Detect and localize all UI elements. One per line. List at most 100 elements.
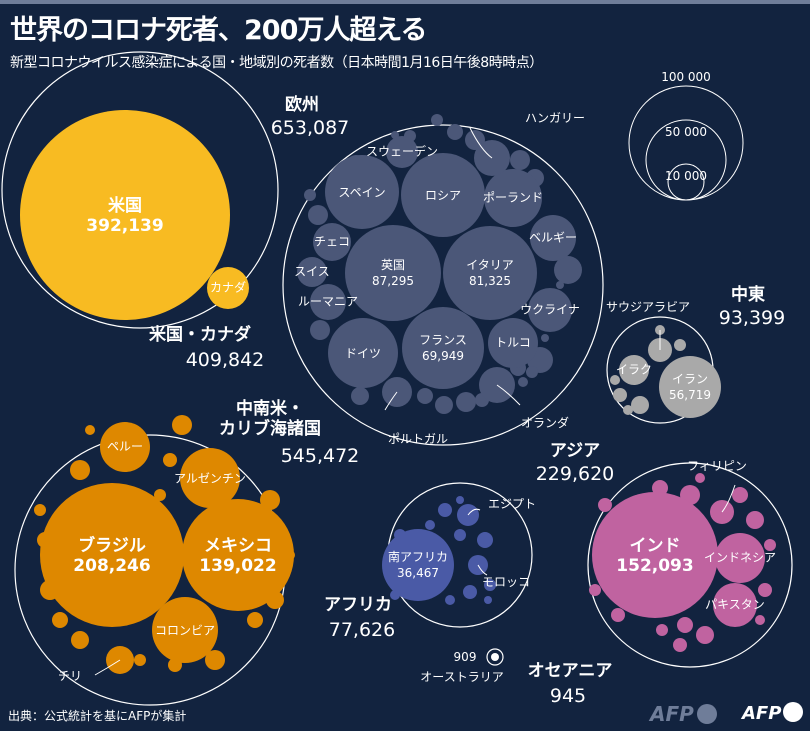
- leader-line: [477, 564, 488, 576]
- leader-line: [721, 484, 736, 513]
- legend-label: 50 000: [665, 125, 707, 139]
- bubble-label: ハンガリー: [525, 111, 585, 125]
- country-bubble-small: [425, 520, 435, 530]
- bubble-label: カナダ: [210, 280, 246, 295]
- country-bubble: [443, 226, 537, 320]
- country-bubble-small: [484, 596, 492, 604]
- country-bubble: [180, 448, 240, 508]
- country-bubble-small: [510, 150, 530, 170]
- country-bubble: [345, 225, 441, 321]
- leader-line: [94, 659, 121, 676]
- leader-line: [469, 127, 493, 159]
- region-latin_america: [14, 415, 295, 706]
- bubble-value: 208,246: [73, 556, 150, 576]
- legend-circle: [667, 163, 705, 201]
- country-bubble-small: [554, 256, 582, 284]
- region-oceania: [486, 648, 504, 666]
- region-outline: [1, 51, 279, 329]
- country-bubble: [207, 267, 249, 309]
- bubble-label: チェコ: [314, 235, 350, 249]
- region-name: アジア: [550, 441, 600, 461]
- country-bubble: [488, 318, 538, 368]
- country-bubble-small: [695, 473, 705, 483]
- country-bubble: [491, 653, 499, 661]
- country-bubble-small: [438, 503, 452, 517]
- bubble-label: イラン: [672, 372, 708, 386]
- country-bubble-small: [304, 189, 316, 201]
- country-bubble: [40, 483, 184, 627]
- bubble-label: アルゼンチン: [174, 472, 246, 486]
- bubble-label: ロシア: [425, 189, 461, 203]
- bubble-label: 英国: [381, 258, 405, 272]
- country-bubble-small: [431, 114, 443, 126]
- region-name: アフリカ: [324, 595, 392, 615]
- country-bubble-small: [351, 387, 369, 405]
- bubble-label: エジプト: [488, 497, 536, 511]
- region-name: カリブ海諸国: [219, 418, 321, 439]
- country-bubble-small: [746, 511, 764, 529]
- bubble-label: スイス: [294, 265, 330, 279]
- region-asia: [587, 462, 793, 668]
- country-bubble-small: [613, 388, 627, 402]
- country-bubble-small: [732, 487, 748, 503]
- region-total: 945: [550, 685, 586, 707]
- country-bubble-small: [589, 584, 601, 596]
- country-bubble-small: [134, 654, 146, 666]
- bubble-value: 152,093: [616, 556, 693, 576]
- country-bubble: [386, 136, 418, 168]
- bubble-label: サウジアラビア: [606, 300, 690, 314]
- region-total: 409,842: [186, 349, 265, 371]
- country-bubble-small: [673, 638, 687, 652]
- country-bubble-small: [247, 612, 263, 628]
- region-outline: [587, 462, 793, 668]
- legend-label: 100 000: [661, 70, 711, 84]
- country-bubble: [619, 355, 649, 385]
- region-outline: [282, 124, 604, 446]
- region-total: 229,620: [536, 463, 615, 485]
- country-bubble: [152, 597, 218, 663]
- country-bubble-small: [454, 529, 466, 541]
- bubble-label: スペイン: [338, 186, 385, 200]
- country-bubble-small: [308, 205, 328, 225]
- country-bubble-small: [435, 396, 453, 414]
- leader-line: [467, 508, 481, 516]
- country-bubble: [382, 529, 454, 601]
- bubble-label: オランダ: [521, 415, 569, 430]
- bubble-label: フィリピン: [687, 459, 747, 473]
- bubble-value: 81,325: [469, 274, 511, 288]
- country-bubble-small: [163, 453, 177, 467]
- country-bubble-small: [447, 124, 463, 140]
- country-bubble-small: [260, 490, 280, 510]
- bubble-label: ベルギー: [529, 231, 577, 245]
- country-bubble-small: [518, 377, 528, 387]
- page-title: 世界のコロナ死者、200万人超える: [10, 15, 428, 46]
- region-total: 93,399: [719, 307, 785, 329]
- country-bubble-small: [677, 617, 693, 633]
- bubble-label: 米国: [108, 195, 142, 216]
- country-bubble-small: [417, 388, 433, 404]
- country-bubble: [100, 422, 150, 472]
- bubble-label: コロンビア: [155, 624, 215, 638]
- bubble-label: ドイツ: [345, 347, 381, 361]
- bubble-label: 南アフリカ: [388, 549, 448, 564]
- country-bubble: [592, 492, 718, 618]
- country-bubble-small: [70, 460, 90, 480]
- country-bubble-small: [172, 415, 192, 435]
- bubble-value: 87,295: [372, 274, 414, 288]
- top-bar: [0, 0, 810, 4]
- bubble-label: インド: [630, 536, 681, 556]
- country-bubble-small: [456, 496, 464, 504]
- bubble-label: メキシコ: [204, 536, 272, 556]
- bubble-label: ルーマニア: [298, 295, 358, 309]
- country-bubble: [713, 583, 757, 627]
- country-bubble-small: [456, 392, 476, 412]
- country-bubble-small: [526, 366, 538, 378]
- country-bubble-small: [611, 608, 625, 622]
- region-name: 欧州: [285, 94, 319, 115]
- bubble-label: ペルー: [107, 440, 143, 454]
- country-bubble-small: [696, 626, 714, 644]
- bubble-label: オーストラリア: [420, 670, 503, 684]
- country-bubble: [402, 307, 484, 389]
- leader-line: [496, 384, 521, 406]
